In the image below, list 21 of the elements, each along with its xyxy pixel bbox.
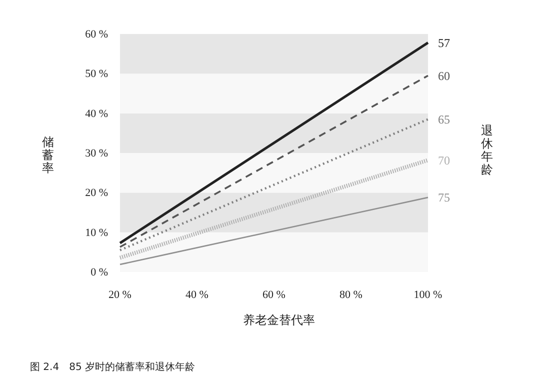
y-tick-label: 20 % <box>85 187 108 200</box>
series-label: 60 <box>438 68 450 83</box>
series-label: 65 <box>438 112 450 126</box>
x-tick-label: 60 % <box>262 288 286 301</box>
x-axis-title: 养老金替代率 <box>243 313 315 327</box>
x-tick-label: 40 % <box>186 288 208 301</box>
x-tick-label: 100 % <box>414 288 442 301</box>
x-tick-label: 80 % <box>340 288 362 301</box>
y-tick-label: 60 % <box>85 28 108 41</box>
y2-axis-title: 退休年龄 <box>481 124 493 176</box>
series-label: 57 <box>438 36 450 50</box>
caption: 图 2.4 85 岁时的储蓄率和退休年龄 <box>30 361 195 373</box>
y-tick-label: 30 % <box>85 148 108 160</box>
y-tick-label: 10 % <box>85 226 108 239</box>
y-tick-label: 50 % <box>85 68 108 80</box>
y-tick-label: 40 % <box>85 108 108 120</box>
series-label: 70 <box>438 153 450 168</box>
x-tick-label: 20 % <box>108 288 132 301</box>
series-label: 75 <box>438 190 450 205</box>
y-axis-title: 储蓄率 <box>42 135 54 175</box>
y-tick-label: 0 % <box>90 266 108 279</box>
